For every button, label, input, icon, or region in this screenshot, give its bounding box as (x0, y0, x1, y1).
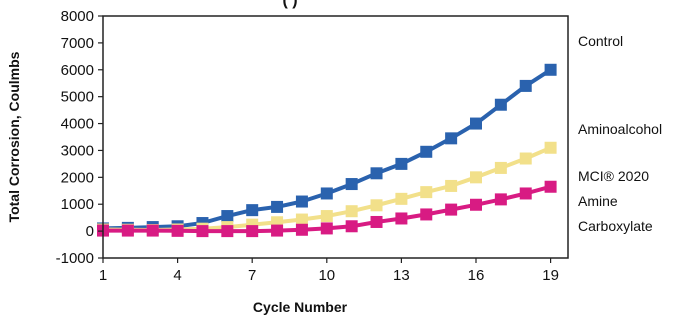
data-point (221, 210, 234, 223)
data-point (544, 141, 557, 154)
data-point (420, 145, 433, 158)
data-point (544, 180, 557, 193)
data-point (395, 157, 408, 170)
data-point (469, 171, 482, 184)
x-tick-label: 1 (99, 267, 107, 284)
data-point (494, 98, 507, 111)
y-tick-label: 3000 (61, 142, 94, 159)
data-point (196, 225, 209, 238)
data-point (295, 223, 308, 236)
legend-layer: Control Aminoalcohol MCI® 2020 Amine Carboxy… (578, 33, 662, 234)
x-tick-label: 19 (542, 267, 559, 284)
data-point (544, 63, 557, 76)
series-label: MCI® 2020 Amine Carboxylate (578, 168, 653, 234)
plot-frame (102, 15, 569, 259)
data-point (445, 179, 458, 192)
x-tick-label: 13 (393, 267, 410, 284)
data-point (121, 224, 134, 237)
data-point (295, 195, 308, 208)
x-tick-label: 4 (173, 267, 181, 284)
data-point (320, 222, 333, 235)
y-tick-label: 0 (86, 223, 94, 240)
data-point (271, 224, 284, 237)
series-label: Aminoalcohol (578, 121, 662, 137)
data-point (146, 224, 159, 237)
data-point (519, 79, 532, 92)
data-point (345, 220, 358, 233)
data-point (420, 208, 433, 221)
series-group (97, 63, 557, 235)
y-tick-label: 5000 (61, 89, 94, 106)
data-point (221, 225, 234, 238)
data-point (370, 199, 383, 212)
data-point (469, 198, 482, 211)
data-point (246, 204, 259, 217)
data-point (395, 192, 408, 205)
data-point (494, 161, 507, 174)
series-layer (97, 63, 557, 238)
y-tick-label: 7000 (61, 35, 94, 52)
data-point (445, 203, 458, 216)
data-point (445, 132, 458, 145)
data-point (271, 200, 284, 213)
data-point (345, 178, 358, 191)
y-axis-label: Total Corrosion, Coulmbs (6, 51, 22, 222)
data-point (320, 187, 333, 200)
y-tick-label: 8000 (61, 8, 94, 25)
x-tick-label: 10 (318, 267, 335, 284)
data-point (370, 215, 383, 228)
y-tick-label: 6000 (61, 62, 94, 79)
data-point (519, 187, 532, 200)
data-point (320, 210, 333, 223)
x-tick-label: 16 (468, 267, 485, 284)
y-tick-label: 1000 (61, 196, 94, 213)
y-tick-label: 2000 (61, 169, 94, 186)
tick-layer: -1000 0 1000 2000 3000 4000 5000 6000 7000 8000 1 4… (56, 8, 559, 284)
data-point (295, 213, 308, 226)
data-point (519, 152, 532, 165)
series-label: Control (578, 33, 623, 49)
x-axis-label: Cycle Number (253, 299, 348, 315)
data-point (395, 212, 408, 225)
data-point (494, 193, 507, 206)
chart-title-fragment: ( ) (282, 0, 297, 9)
y-tick-label: -1000 (56, 250, 94, 267)
data-point (171, 224, 184, 237)
data-point (246, 225, 259, 238)
x-tick-label: 7 (248, 267, 256, 284)
y-tick-label: 4000 (61, 116, 94, 133)
series-group (97, 180, 557, 238)
data-point (420, 186, 433, 199)
data-point (370, 167, 383, 180)
data-point (345, 205, 358, 218)
data-point (469, 117, 482, 130)
